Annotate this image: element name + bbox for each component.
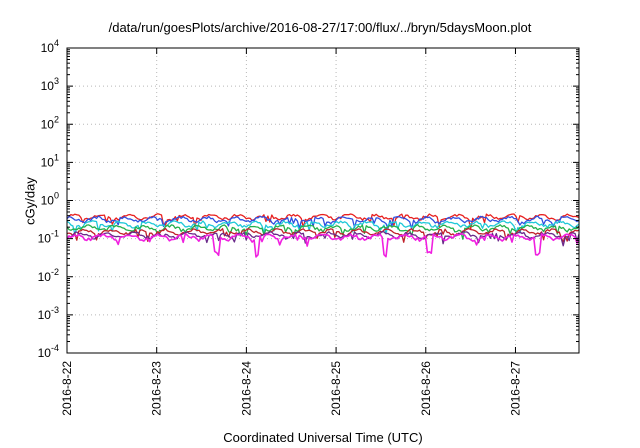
series-line-2 <box>66 215 580 230</box>
y-tick-label: 10-1 <box>38 229 59 246</box>
x-tick-label: 2016-8-27 <box>508 361 522 416</box>
series-line-1 <box>66 213 580 230</box>
y-tick-label: 10-2 <box>38 267 59 284</box>
y-tick-label: 10-3 <box>38 305 59 322</box>
y-tick-label: 100 <box>41 191 59 208</box>
gridlines <box>67 47 579 354</box>
series-group <box>66 213 580 258</box>
series-line-7 <box>66 233 580 258</box>
x-ticks: 2016-8-22 2016-8-23 2016-8-24 2016-8-25 2016… <box>60 48 522 416</box>
x-tick-label: 2016-8-26 <box>419 361 433 416</box>
x-tick-label: 2016-8-22 <box>60 361 74 416</box>
x-tick-label: 2016-8-24 <box>239 361 253 416</box>
y-ticks: 10-4 10-3 10-2 10-1 100 101 102 103 104 <box>38 38 579 360</box>
y-tick-label: 10-4 <box>38 343 59 360</box>
series-line-3 <box>66 220 580 236</box>
x-axis-label: Coordinated Universal Time (UTC) <box>223 430 423 445</box>
y-tick-label: 103 <box>41 76 59 93</box>
chart-title: /data/run/goesPlots/archive/2016-08-27/1… <box>108 20 532 35</box>
y-tick-label: 104 <box>41 38 59 55</box>
series-line-5 <box>66 227 580 243</box>
x-tick-label: 2016-8-23 <box>150 361 164 416</box>
y-tick-label: 101 <box>41 152 59 169</box>
x-tick-label: 2016-8-25 <box>329 361 343 416</box>
y-tick-label: 102 <box>41 114 59 131</box>
